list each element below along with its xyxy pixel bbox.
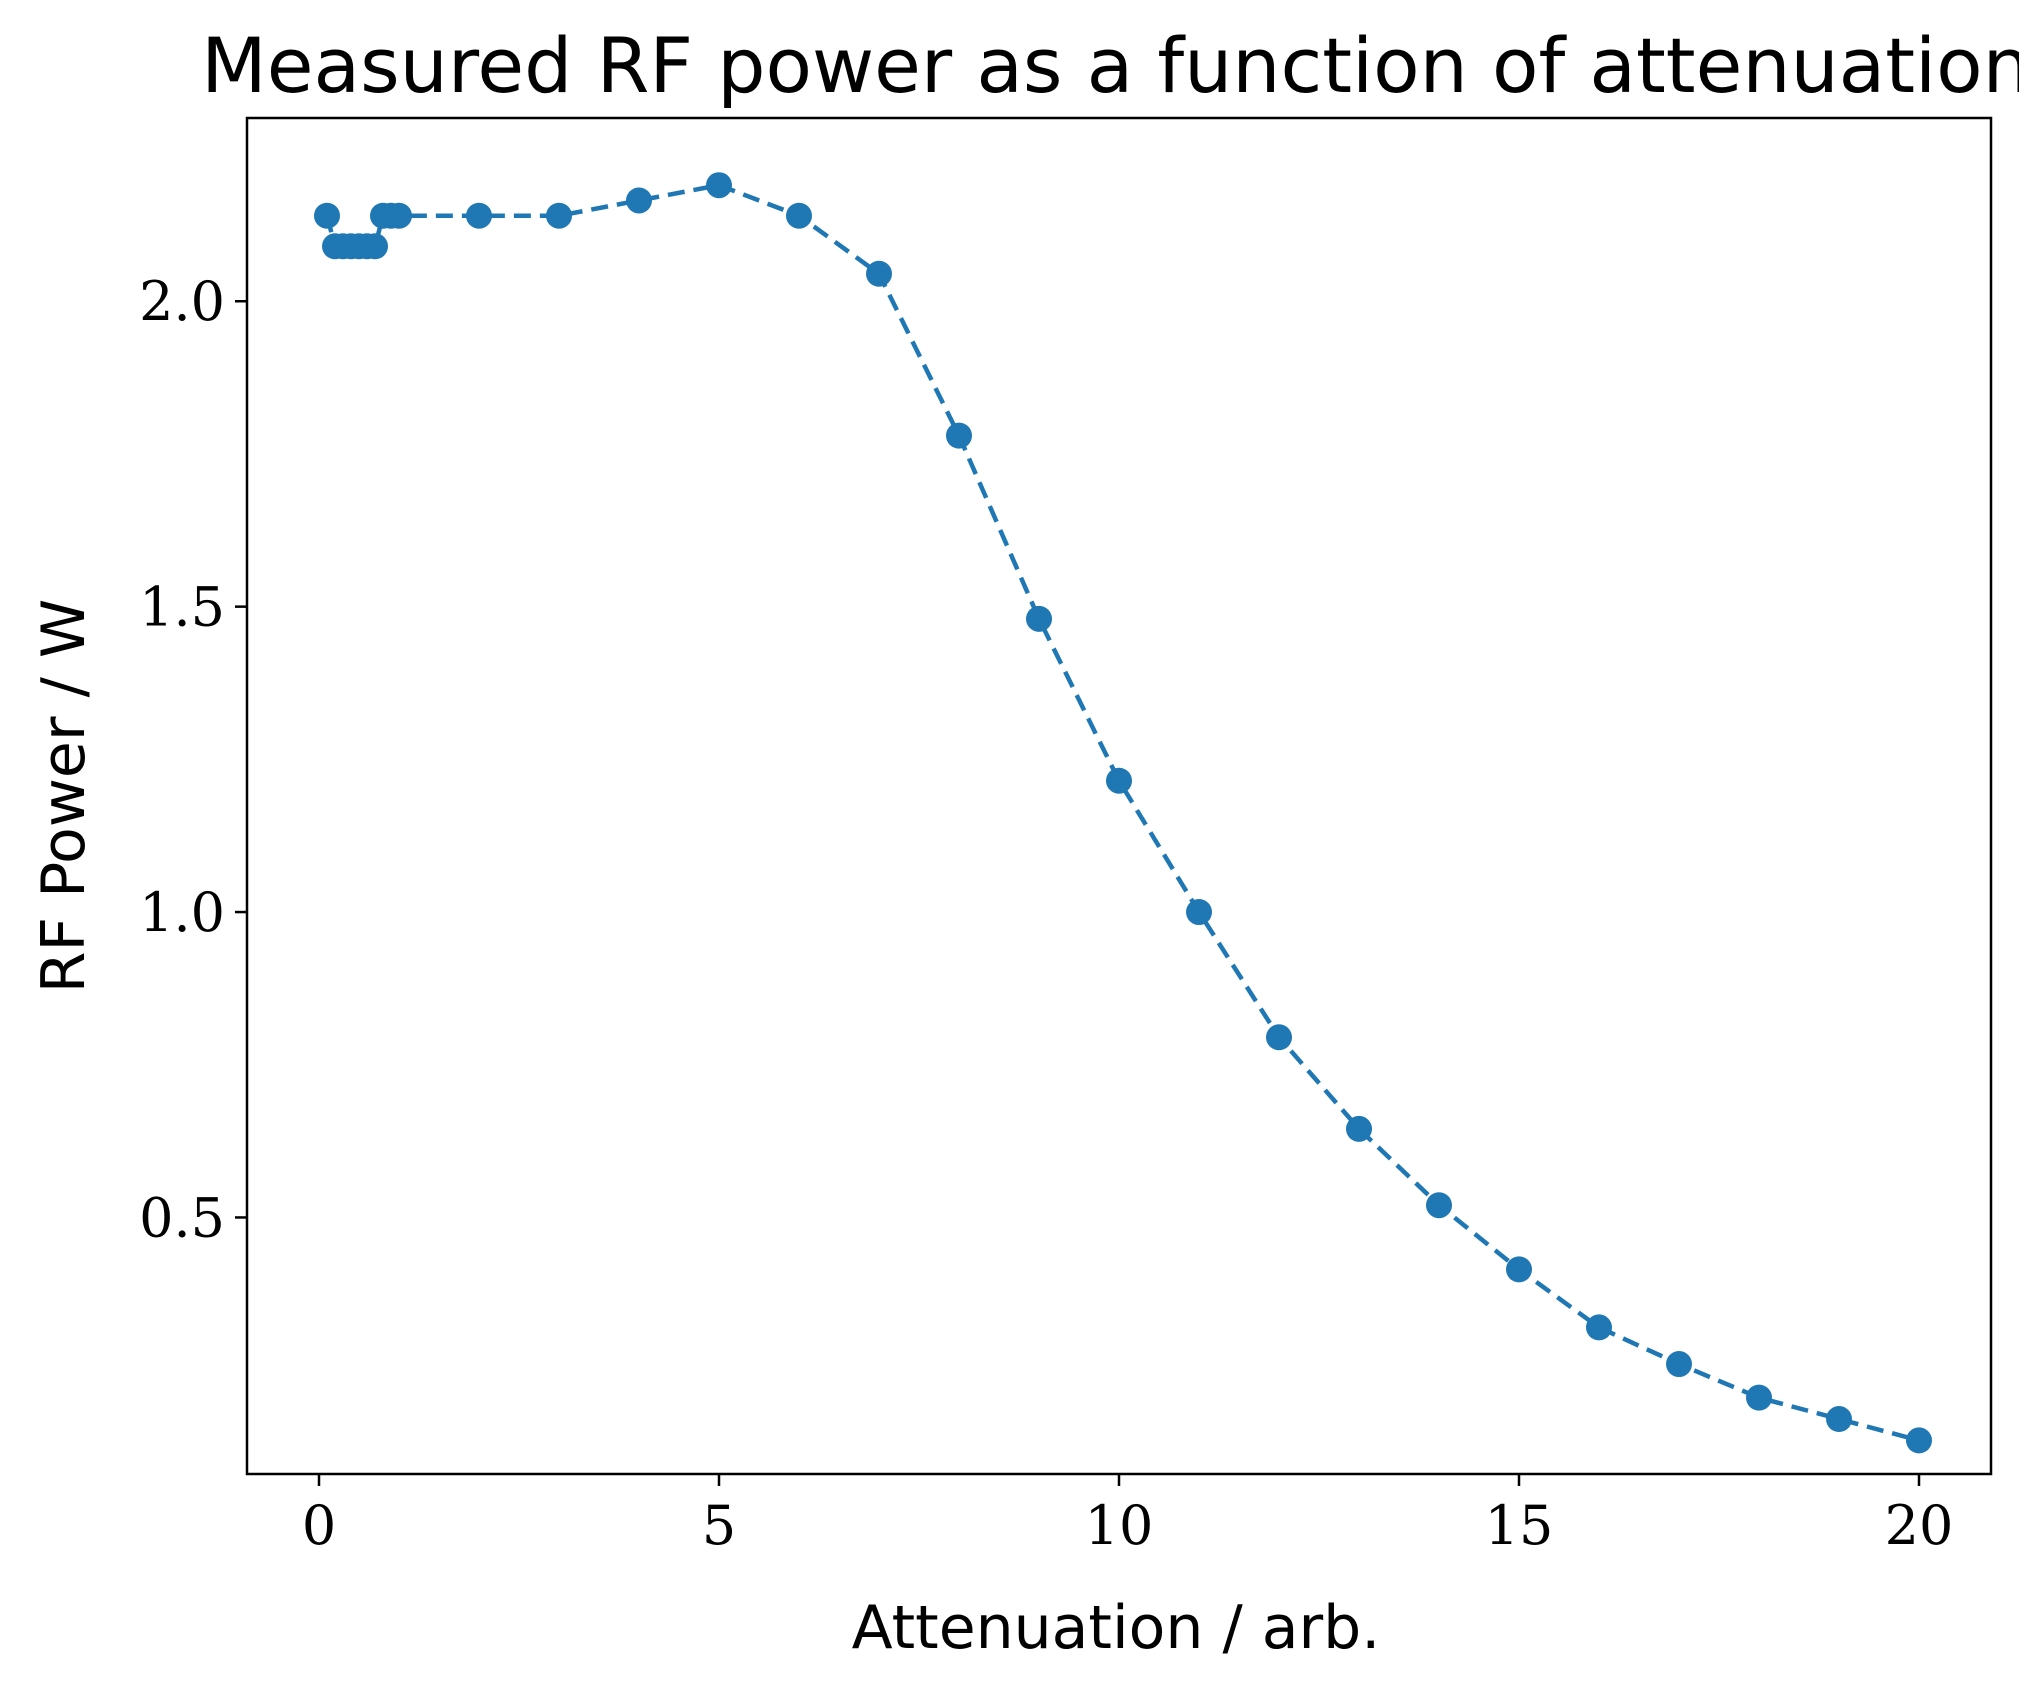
x-tick-label: 5 [702, 1494, 736, 1557]
data-point [1586, 1314, 1612, 1341]
x-tick-label: 0 [302, 1494, 336, 1557]
data-point [466, 202, 492, 229]
data-point [546, 202, 572, 229]
x-axis-label: Attenuation / arb. [852, 1593, 1381, 1663]
data-point [1186, 899, 1212, 926]
chart-title: Measured RF power as a function of atten… [201, 21, 2019, 110]
data-point [866, 260, 892, 287]
plot-frame [245, 116, 1993, 1476]
series-line [324, 182, 1920, 1443]
y-tick-label: 0.5 [139, 1186, 225, 1249]
data-point [946, 422, 972, 449]
y-axis: 0.5 1.0 1.5 2.0 [139, 270, 247, 1249]
data-point [386, 202, 412, 229]
data-point [314, 202, 340, 229]
data-point [1426, 1192, 1452, 1219]
y-tick-label: 1.5 [139, 576, 225, 639]
data-point [1026, 605, 1052, 632]
data-point [1106, 767, 1132, 794]
x-tick-label: 20 [1885, 1494, 1954, 1557]
y-tick-label: 1.0 [139, 881, 225, 944]
data-point [1746, 1384, 1772, 1411]
y-axis-label: RF Power / W [29, 599, 99, 993]
data-point [786, 202, 812, 229]
data-point [1506, 1256, 1532, 1283]
data-point [1906, 1427, 1932, 1454]
data-point [1266, 1024, 1292, 1051]
series-points [314, 172, 1932, 1454]
data-point [1346, 1115, 1372, 1142]
x-tick-label: 10 [1085, 1494, 1154, 1557]
x-tick-label: 15 [1485, 1494, 1554, 1557]
data-point [1666, 1351, 1692, 1378]
data-point [1826, 1406, 1852, 1433]
y-tick-label: 2.0 [139, 270, 225, 333]
data-point [362, 233, 388, 260]
data-point [626, 187, 652, 214]
x-axis: 0 5 10 15 20 [302, 1474, 1954, 1557]
data-point [706, 172, 732, 199]
